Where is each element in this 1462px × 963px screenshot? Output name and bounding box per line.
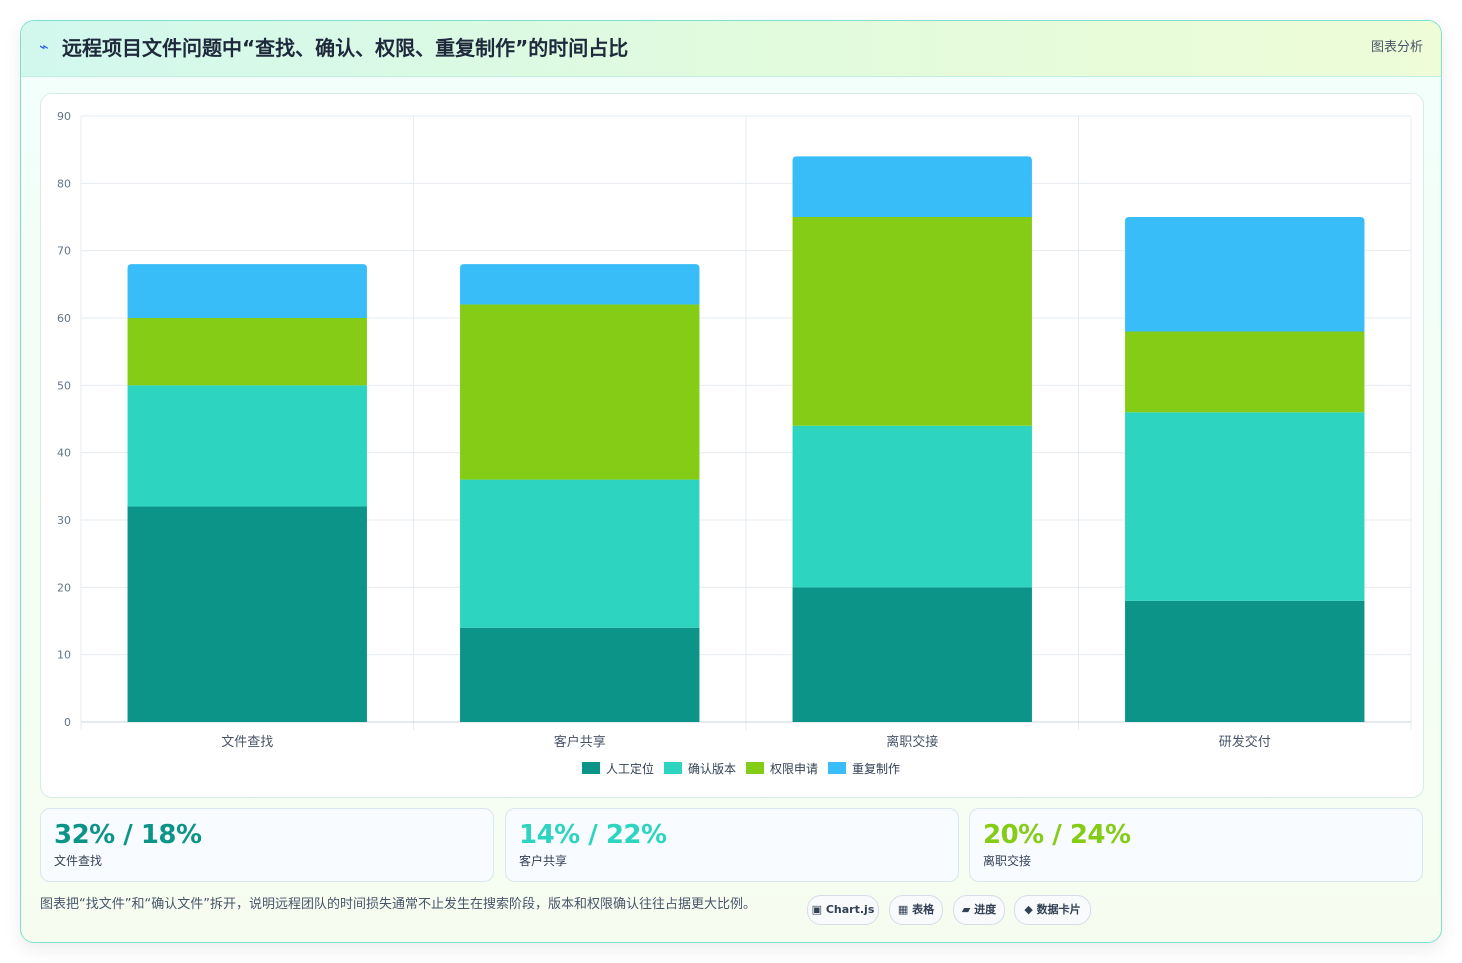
chip-label: 表格 [912,903,935,916]
bar-segment [792,425,1032,588]
legend-label: 人工定位 [606,761,654,776]
bar-segment [1125,217,1365,332]
bar-segment [460,627,700,722]
chip-chartjs[interactable]: ▣ Chart.js [807,895,879,925]
y-tick-label: 90 [57,110,71,123]
stat-card-2: 14% / 22% 客户共享 [505,808,959,882]
y-tick-label: 70 [57,245,71,258]
chart-icon: ▣ [811,903,823,916]
stat-card-1: 32% / 18% 文件查找 [40,808,494,882]
bar-segment [460,479,700,628]
bar-segment [127,264,367,318]
chip-progress[interactable]: ▰ 进度 [953,895,1005,925]
chart-panel: 0 10 20 30 40 50 60 70 80 90 文件查找 客户共享 离职交接 研发交付人工定位 确… [40,93,1424,798]
legend-swatch [828,762,846,774]
stat-value: 20% / 24% [983,820,1131,850]
bar-segment [792,217,1032,426]
bar-segment [1125,600,1365,722]
table-icon: ▦ [897,903,909,916]
bar-segment [460,304,700,480]
legend-swatch [664,762,682,774]
bar-segment [792,587,1032,722]
y-tick-label: 50 [57,379,71,392]
diamond-icon: ◆ [1024,903,1033,916]
stat-card-3: 20% / 24% 离职交接 [969,808,1423,882]
y-tick-label: 60 [57,312,71,325]
legend-label: 确认版本 [688,762,736,776]
x-tick-label: 客户共享 [554,734,606,750]
progress-icon: ▰ [961,903,971,916]
bar-segment [127,506,367,722]
stat-value: 32% / 18% [54,820,202,850]
bar-segment [1125,331,1365,413]
bar-segment [460,264,700,305]
legend-label: 重复制作 [852,762,900,776]
y-tick-label: 30 [57,514,71,527]
y-tick-label: 10 [57,649,71,662]
stat-label: 离职交接 [983,854,1032,868]
chart-title: 远程项目文件问题中“查找、确认、权限、重复制作”的时间占比 [62,36,629,60]
stat-label: 客户共享 [519,854,568,868]
chart-analysis-link[interactable]: 图表分析 [1370,40,1423,55]
legend-label: 权限申请 [770,762,818,776]
lightning-icon: ⌁ [39,37,49,56]
stat-value: 14% / 22% [519,820,667,850]
bar-segment [127,318,367,386]
x-tick-label: 研发交付 [1219,734,1271,750]
chart-note: 图表把“找文件”和“确认文件”拆开，说明远程团队的时间损失通常不止发生在搜索阶段… [40,897,756,912]
y-tick-label: 0 [64,716,71,729]
x-tick-label: 离职交接 [886,734,938,750]
bar-segment [127,385,367,507]
x-tick-label: 文件查找 [221,735,273,750]
legend-swatch [746,762,764,774]
bar-segment [1125,412,1365,601]
y-tick-label: 80 [57,177,71,190]
chart-card: ⌁ 远程项目文件问题中“查找、确认、权限、重复制作”的时间占比 图表分析 0 10… [20,20,1442,943]
y-tick-label: 20 [57,581,71,594]
chip-label: 数据卡片 [1036,903,1081,916]
chip-label: 进度 [974,903,997,916]
stat-label: 文件查找 [54,854,103,868]
bar-segment [792,156,1032,217]
y-tick-label: 40 [57,447,71,460]
chip-table[interactable]: ▦ 表格 [889,895,943,925]
chip-data-card[interactable]: ◆ 数据卡片 [1014,895,1091,925]
chip-label: Chart.js [825,903,875,916]
legend-swatch [582,762,600,774]
card-header: ⌁ 远程项目文件问题中“查找、确认、权限、重复制作”的时间占比 图表分析 [21,21,1441,77]
